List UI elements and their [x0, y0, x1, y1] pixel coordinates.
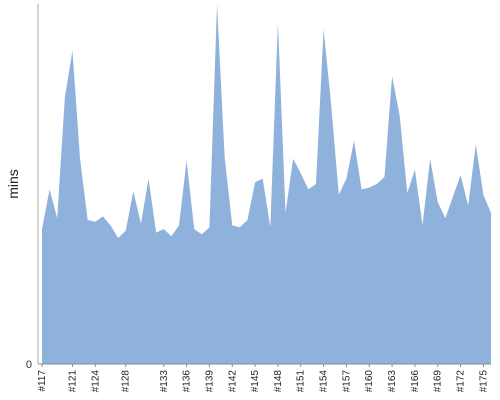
x-tick-label: #160 [364, 370, 375, 393]
x-tick-label: #121 [67, 370, 78, 393]
x-tick-label: #157 [341, 370, 352, 393]
y-axis-ticks: 0 [26, 359, 32, 371]
x-tick-label: #133 [159, 370, 170, 393]
x-axis-ticks: #117 #121 #124 #128 #133 #136 #139 #142 #145 #148… [37, 364, 489, 392]
x-tick-label: #142 [227, 370, 238, 393]
x-tick-label: #128 [121, 370, 132, 393]
x-tick-label: #136 [182, 370, 193, 393]
x-tick-label: #166 [410, 370, 421, 393]
x-tick-label: #139 [204, 370, 215, 393]
y-axis-label: mins [5, 169, 21, 199]
x-tick-label: #148 [273, 370, 284, 393]
x-tick-label: #117 [37, 370, 48, 392]
x-tick-label: #169 [433, 370, 444, 393]
plot-area [42, 4, 491, 364]
y-tick-label: 0 [26, 359, 32, 371]
series-area [42, 4, 491, 364]
x-tick-label: #124 [90, 370, 101, 393]
x-tick-label: #154 [319, 370, 330, 393]
x-tick-label: #175 [478, 370, 489, 393]
x-tick-label: #172 [456, 370, 467, 393]
x-tick-label: #145 [250, 370, 261, 393]
x-tick-label: #163 [387, 370, 398, 393]
x-tick-label: #151 [296, 370, 307, 393]
